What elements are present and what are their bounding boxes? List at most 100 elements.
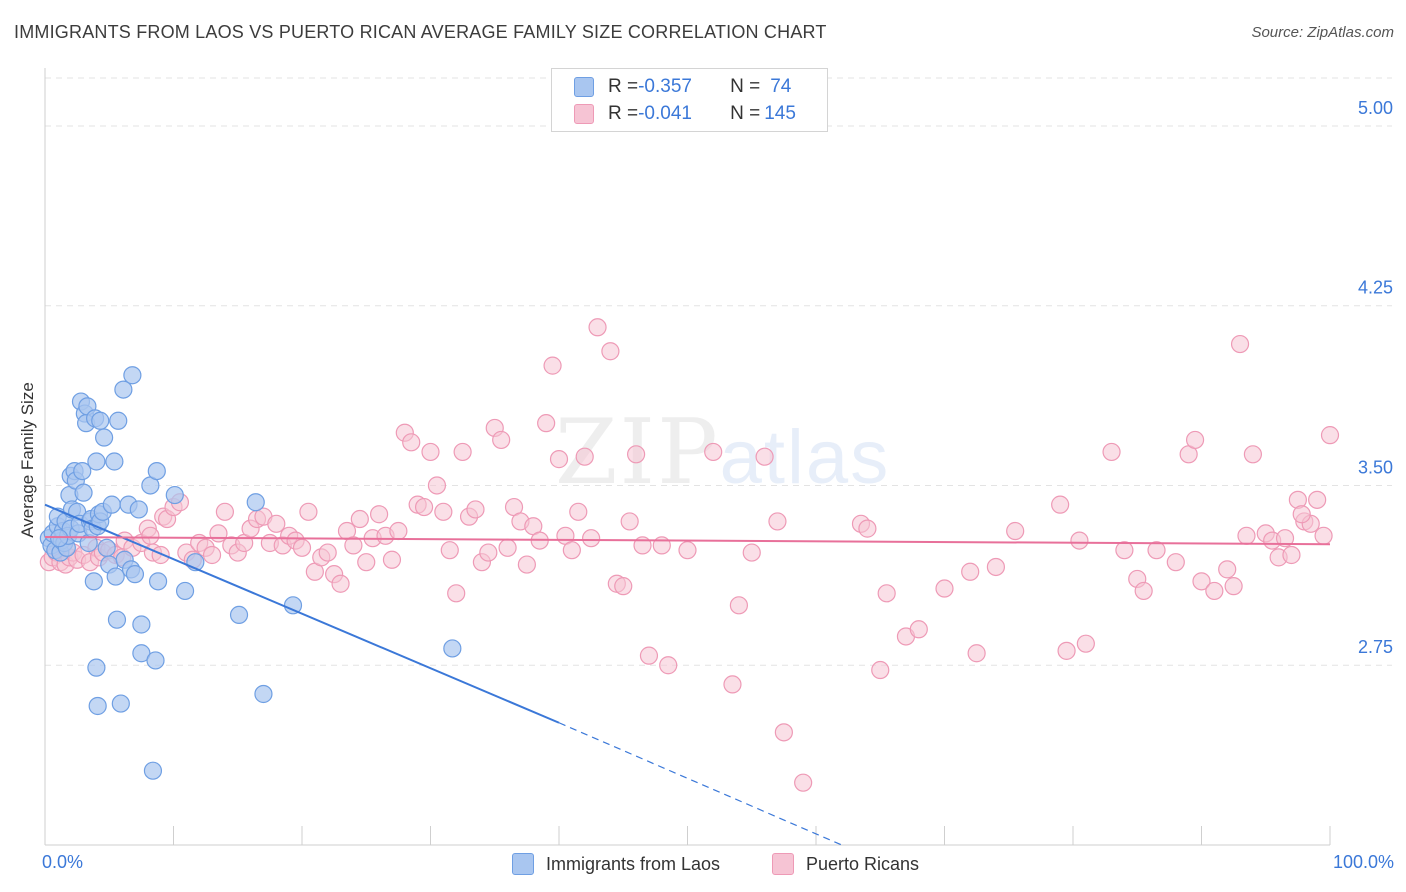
puerto-rican-point: [1115, 541, 1134, 560]
puerto-rican-point: [582, 529, 601, 548]
puerto-rican-point: [575, 447, 594, 466]
puerto-rican-point: [209, 524, 228, 543]
puerto-rican-point: [344, 536, 363, 555]
puerto-rican-point: [935, 579, 954, 598]
puerto-rican-point: [382, 550, 402, 569]
puerto-rican-point: [299, 502, 318, 521]
laos-point: [283, 596, 303, 615]
legend-r-value: -0.357: [638, 76, 692, 97]
puerto-rican-point: [1230, 334, 1250, 354]
puerto-rican-point: [1292, 505, 1311, 524]
laos-point: [165, 485, 184, 505]
y-tick-label: 4.25: [1358, 278, 1393, 298]
legend-r-label: R =: [608, 76, 639, 97]
puerto-rican-point: [414, 497, 434, 517]
puerto-rican-point: [562, 541, 581, 560]
laos-point: [87, 452, 106, 471]
puerto-rican-point: [858, 519, 877, 538]
laos-trend-line: [44, 503, 560, 724]
y-tick-label: 2.75: [1358, 637, 1393, 657]
puerto-rican-point: [1320, 426, 1340, 445]
puerto-rican-point: [215, 502, 234, 521]
laos-point: [114, 380, 133, 399]
x-axis-min-label: 0.0%: [42, 852, 84, 872]
puerto-rican-point: [537, 414, 556, 433]
puerto-rican-point: [1192, 572, 1211, 591]
puerto-rican-point: [292, 538, 312, 557]
puerto-rican-point: [871, 660, 890, 680]
puerto-rican-point: [440, 541, 459, 560]
correlation-legend: R = -0.357 N = 74 R = -0.041 N = 145: [551, 68, 828, 132]
puerto-rican-point: [755, 447, 774, 466]
bottom-legend-swatch-blue: [512, 853, 534, 875]
laos-point: [73, 461, 92, 481]
bottom-legend-puerto-rican: Puerto Ricans: [772, 852, 919, 876]
laos-point: [132, 615, 151, 634]
puerto-rican-point: [1314, 526, 1333, 545]
legend-swatch-pink: [574, 104, 594, 124]
puerto-rican-point: [1275, 529, 1295, 548]
puerto-rican-point: [1102, 442, 1121, 462]
puerto-rican-point: [1237, 526, 1256, 545]
laos-point: [87, 658, 106, 677]
puerto-rican-point: [549, 450, 569, 469]
y-tick-label: 3.50: [1358, 457, 1393, 477]
laos-point: [175, 581, 195, 601]
puerto-rican-point: [151, 545, 170, 565]
laos-point: [132, 644, 151, 663]
puerto-rican-point: [357, 553, 376, 572]
laos-point: [143, 761, 163, 780]
bottom-legend-swatch-pink: [772, 853, 794, 875]
y-axis-label: Average Family Size: [18, 382, 37, 538]
bottom-legend-label-puerto-rican: Puerto Ricans: [806, 853, 920, 874]
puerto-rican-point: [729, 596, 749, 615]
puerto-rican-point: [569, 502, 588, 521]
y-tick-label: 5.00: [1358, 98, 1393, 118]
puerto-rican-point: [453, 442, 472, 462]
laos-point: [88, 696, 107, 716]
puerto-rican-point: [601, 342, 620, 361]
laos-point: [97, 538, 116, 557]
puerto-rican-point: [1282, 545, 1301, 565]
puerto-rican-point: [774, 723, 793, 742]
laos-point: [84, 572, 103, 591]
puerto-rican-point: [678, 541, 697, 560]
puerto-rican-point: [967, 644, 986, 663]
puerto-rican-point: [1006, 521, 1025, 541]
puerto-rican-point: [704, 442, 723, 462]
legend-r-label: R =: [608, 103, 639, 124]
puerto-rican-point: [370, 505, 389, 524]
puerto-rican-point: [479, 543, 498, 562]
puerto-rican-point: [1147, 541, 1166, 560]
x-axis-max-label: 100.0%: [1332, 852, 1394, 872]
puerto-rican-point: [1070, 531, 1089, 550]
puerto-rican-point: [1134, 581, 1153, 601]
puerto-rican-point: [1185, 430, 1205, 450]
laos-point: [102, 495, 121, 514]
legend-row-puerto-rican: R = -0.041 N = 145: [574, 102, 796, 126]
puerto-rican-point: [434, 502, 453, 521]
legend-r-value: -0.041: [638, 103, 692, 124]
laos-point: [229, 605, 249, 625]
puerto-rican-point: [498, 538, 517, 557]
laos-point: [111, 694, 130, 713]
puerto-rican-point: [986, 557, 1006, 577]
puerto-rican-point: [1308, 490, 1327, 509]
puerto-rican-point: [543, 356, 562, 375]
laos-point: [95, 428, 114, 447]
puerto-rican-point: [492, 430, 511, 450]
puerto-rican-point: [141, 526, 160, 545]
laos-point: [148, 572, 168, 591]
puerto-rican-point: [626, 445, 646, 464]
puerto-rican-point: [202, 545, 222, 565]
puerto-rican-point: [402, 433, 421, 452]
puerto-rican-point: [1076, 634, 1095, 653]
puerto-rican-point: [588, 318, 607, 337]
laos-point: [91, 411, 110, 430]
puerto-rican-point: [1205, 581, 1224, 601]
laos-point: [146, 651, 165, 670]
puerto-rican-point: [909, 620, 928, 639]
puerto-rican-point: [318, 543, 337, 562]
puerto-rican-point: [350, 509, 369, 529]
legend-n-label: N =: [730, 76, 761, 97]
